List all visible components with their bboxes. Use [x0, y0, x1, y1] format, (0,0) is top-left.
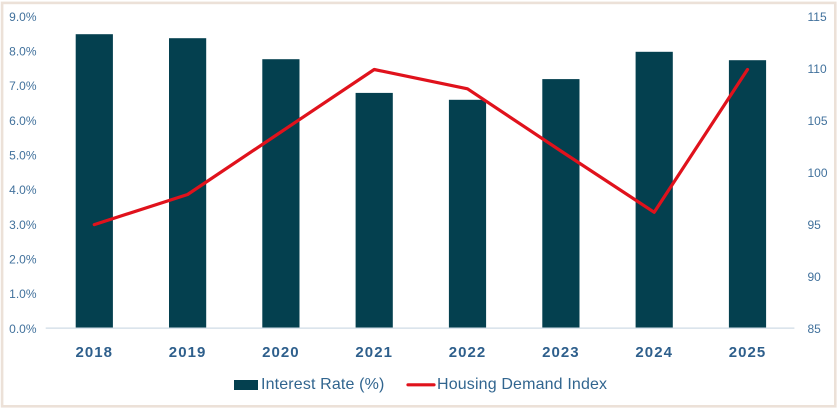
svg-text:Housing Demand Index: Housing Demand Index [437, 376, 607, 393]
svg-text:105: 105 [808, 114, 828, 128]
svg-text:Interest Rate (%): Interest Rate (%) [261, 376, 384, 393]
svg-text:2022: 2022 [449, 344, 487, 361]
svg-text:4.0%: 4.0% [9, 183, 37, 197]
svg-text:5.0%: 5.0% [9, 149, 37, 163]
svg-text:9.0%: 9.0% [9, 10, 37, 24]
svg-text:2019: 2019 [169, 344, 207, 361]
svg-text:8.0%: 8.0% [9, 45, 37, 59]
svg-text:2025: 2025 [729, 344, 767, 361]
svg-text:2023: 2023 [542, 344, 580, 361]
svg-text:95: 95 [808, 218, 822, 232]
svg-text:2.0%: 2.0% [9, 253, 37, 267]
svg-text:2024: 2024 [635, 344, 673, 361]
svg-text:7.0%: 7.0% [9, 79, 37, 93]
svg-text:2020: 2020 [262, 344, 300, 361]
svg-text:100: 100 [808, 166, 828, 180]
svg-text:2018: 2018 [76, 344, 114, 361]
svg-text:1.0%: 1.0% [9, 287, 37, 301]
svg-text:6.0%: 6.0% [9, 114, 37, 128]
svg-text:3.0%: 3.0% [9, 218, 37, 232]
svg-text:0.0%: 0.0% [9, 322, 37, 336]
svg-text:90: 90 [808, 270, 822, 284]
svg-text:2021: 2021 [355, 344, 393, 361]
svg-text:115: 115 [808, 10, 827, 24]
svg-text:85: 85 [808, 322, 822, 336]
svg-text:110: 110 [808, 62, 827, 76]
